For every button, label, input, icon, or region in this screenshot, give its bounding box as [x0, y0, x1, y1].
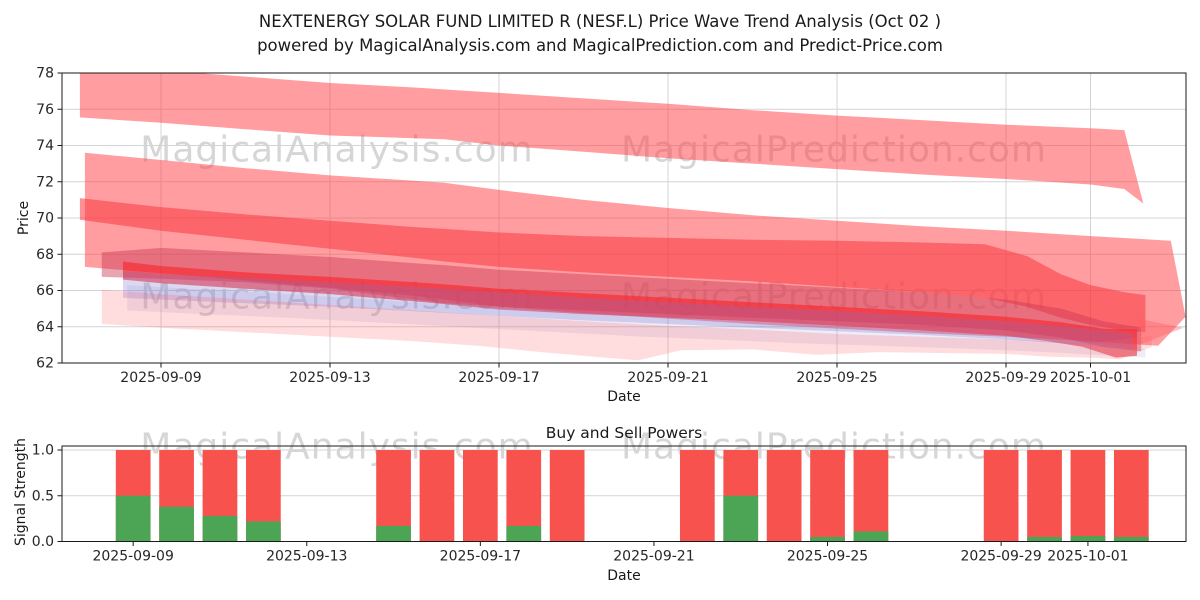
y-tick-label: 0.5: [32, 488, 54, 504]
buy-power-bar: [159, 506, 194, 542]
buy-power-bar: [723, 495, 759, 542]
sell-power-bar: [1113, 450, 1149, 542]
price-band-right-edge-wedge: [1137, 318, 1184, 344]
buy-power-bar: [246, 521, 281, 542]
buy-sell-powers-content: [115, 450, 1149, 542]
buy-power-bar: [810, 536, 845, 542]
x-tick-label: 2025-09-09: [92, 549, 173, 565]
x-tick-label: 2025-09-17: [440, 549, 521, 565]
price-band-lavender-band: [123, 271, 1133, 351]
price-band-outer-pale-band: [101, 289, 1152, 361]
buy-power-bar: [202, 515, 238, 542]
buy-power-bar: [115, 495, 151, 542]
price-band-core-red-band: [79, 198, 1146, 333]
signal-x-axis-label: Date: [607, 568, 641, 584]
y-tick-label: 76: [36, 102, 54, 118]
x-tick-label: 2025-10-01: [1047, 549, 1128, 565]
y-tick-label: 64: [36, 319, 54, 335]
price-wave-forecast-content: [79, 73, 1186, 361]
sell-power-bar: [1027, 450, 1062, 542]
sell-power-bar: [679, 450, 715, 542]
x-tick-label: 2025-09-21: [613, 549, 694, 565]
sell-power-bar: [766, 450, 802, 542]
x-tick-label: 2025-09-25: [787, 549, 868, 565]
y-tick-label: 72: [36, 174, 54, 190]
price-x-axis-label: Date: [607, 389, 641, 405]
signal-y-axis-label: Signal Strength: [13, 437, 29, 547]
sell-power-bar: [419, 450, 455, 542]
y-tick-label: 1.0: [32, 443, 54, 459]
price-band-upper-forecast-band: [79, 73, 1144, 204]
chart-title: NEXTENERGY SOLAR FUND LIMITED R (NESF.L)…: [258, 12, 942, 31]
signal-chart-title: Buy and Sell Powers: [545, 424, 703, 442]
x-tick-label: 2025-09-21: [627, 370, 708, 386]
buy-power-bar: [506, 525, 542, 542]
y-tick-label: 62: [36, 356, 54, 372]
y-tick-label: 74: [36, 138, 54, 154]
x-tick-label: 2025-09-09: [120, 370, 201, 386]
price-wave-forecast-group: 2025-09-09 2025-09-13 2025-09-17 2025-09-21…: [36, 66, 1187, 386]
x-tick-label: 2025-10-01: [1050, 370, 1131, 386]
x-tick-label: 2025-09-25: [796, 370, 877, 386]
sell-power-bar: [462, 450, 498, 542]
y-tick-label: 68: [36, 247, 54, 263]
y-tick-label: 70: [36, 211, 54, 227]
price-band-lavender-band-wide: [127, 285, 1146, 358]
y-tick-label: 66: [36, 283, 54, 299]
buy-power-bar: [1027, 536, 1062, 542]
x-tick-label: 2025-09-13: [289, 370, 370, 386]
sell-power-bar: [1070, 450, 1106, 542]
price-band-inner-bright-band: [123, 261, 1137, 358]
sell-power-bar: [549, 450, 585, 542]
y-tick-label: 0.0: [32, 534, 54, 550]
buy-power-bar: [1070, 536, 1106, 542]
sell-power-bar: [983, 450, 1019, 542]
x-tick-label: 2025-09-29: [965, 370, 1046, 386]
axes-spine: [61, 445, 1187, 542]
chart-powered-by: powered by MagicalAnalysis.com and Magic…: [257, 36, 943, 55]
buy-sell-powers-group: 2025-09-09 2025-09-13 2025-09-17 2025-09-21…: [32, 443, 1187, 565]
y-tick-label: 78: [36, 66, 54, 82]
buy-power-bar: [376, 525, 411, 542]
price-y-axis-label: Price: [16, 200, 32, 236]
buy-power-bar: [853, 531, 889, 542]
sell-power-bar: [853, 450, 889, 542]
x-tick-label: 2025-09-13: [266, 549, 347, 565]
x-tick-label: 2025-09-29: [960, 549, 1041, 565]
x-tick-label: 2025-09-17: [458, 370, 539, 386]
sell-power-bar: [810, 450, 845, 542]
buy-power-bar: [1113, 536, 1149, 542]
